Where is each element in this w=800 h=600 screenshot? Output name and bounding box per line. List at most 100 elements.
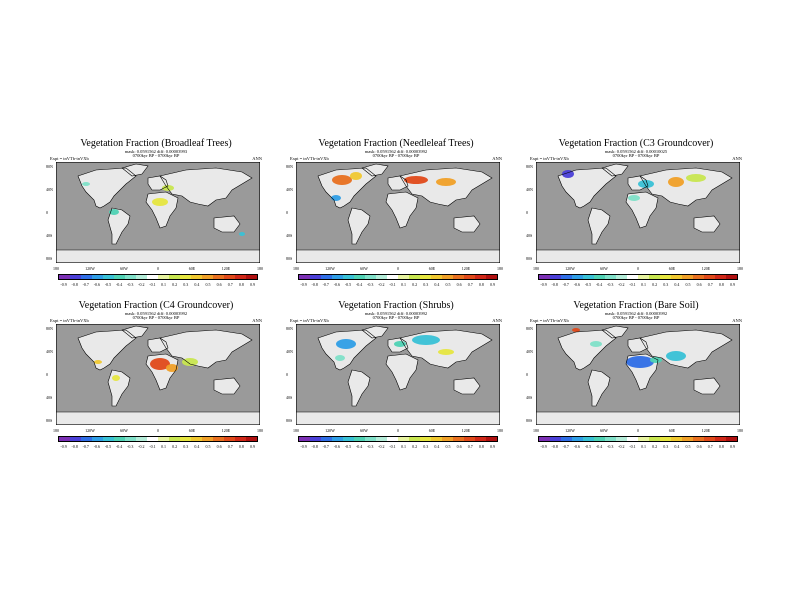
colorbar-swatch [649, 437, 660, 441]
colorbar [58, 274, 258, 280]
colorbar-label: -0.1 [629, 282, 636, 287]
colorbar-swatch [550, 275, 561, 279]
colorbar-label: 0.9 [489, 282, 495, 287]
lat-tick-label: 0 [526, 372, 528, 377]
colorbar-label: 0.9 [249, 444, 255, 449]
world-map [296, 162, 500, 263]
lat-tick-label: 80S [46, 256, 53, 261]
panel-period-text: 0700kyr BP - 0700kyr BP [132, 153, 180, 158]
colorbar-swatch [464, 437, 475, 441]
colorbar-swatch [180, 437, 191, 441]
colorbar-label: 0.1 [161, 444, 167, 449]
lon-tick-label: 120W [565, 266, 575, 271]
colorbar-swatch [420, 437, 431, 441]
colorbar-label: 0.8 [718, 444, 724, 449]
colorbar-swatch [125, 437, 136, 441]
anomaly-patch [666, 351, 686, 361]
colorbar-swatch [693, 437, 704, 441]
colorbar-label: 0.7 [467, 282, 473, 287]
colorbar-label: -0.3 [607, 444, 614, 449]
map-frame [296, 162, 500, 263]
map-frame [56, 162, 260, 263]
lon-tick-label: 120E [701, 428, 711, 433]
lon-tick-label: 180 [533, 428, 539, 433]
lon-tick-label: 180 [53, 428, 59, 433]
colorbar-label: -0.5 [104, 282, 112, 287]
anomaly-patch [590, 341, 602, 347]
colorbar-swatch [442, 437, 453, 441]
map-area: 80N 40N 0 40S 80S [526, 324, 740, 425]
anomaly-patch [412, 335, 440, 345]
lat-tick-label: 40N [46, 349, 53, 354]
colorbar-swatch [704, 275, 715, 279]
anomaly-patch [150, 358, 170, 370]
anomaly-patch [394, 341, 406, 347]
lon-tick-label: 60E [188, 428, 196, 433]
colorbar-swatch [431, 437, 442, 441]
colorbar [538, 274, 738, 280]
anomaly-patch [350, 172, 362, 180]
colorbar-label: -0.5 [344, 282, 352, 287]
colorbar-swatch [332, 437, 343, 441]
lat-tick-label: 40S [286, 395, 293, 400]
colorbar-swatch [70, 437, 81, 441]
colorbar-swatch [191, 437, 202, 441]
colorbar-label: 0.3 [423, 444, 429, 449]
lat-tick-label: 0 [526, 210, 528, 215]
lon-tick-label: 180 [257, 266, 263, 271]
lat-tick-label: 80S [526, 256, 533, 261]
colorbar-swatch [627, 275, 638, 279]
colorbar [298, 274, 498, 280]
colorbar-label: -0.9 [300, 282, 307, 287]
colorbar-label: -0.8 [71, 282, 78, 287]
colorbar-label: 0.8 [238, 282, 244, 287]
map-frame [536, 162, 740, 263]
colorbar-swatch [583, 275, 594, 279]
panel-expt-label: Expt = tnVTb-tnVXb [50, 318, 89, 323]
anomaly-patch [650, 357, 662, 363]
colorbar-swatch [475, 275, 486, 279]
colorbar [538, 436, 738, 442]
colorbar-swatch [550, 437, 561, 441]
colorbar-swatch [376, 275, 387, 279]
panel-period-text: 0700kyr BP - 0700kyr BP [612, 153, 660, 158]
anomaly-patch [332, 175, 352, 185]
colorbar-label: 0.8 [718, 282, 724, 287]
lon-tick-label: 180 [737, 428, 743, 433]
anomaly-patch [668, 177, 684, 187]
anomaly-patch [109, 209, 119, 215]
colorbar-label: 0.4 [434, 444, 440, 449]
colorbar-swatch [726, 275, 737, 279]
colorbar-label: -0.4 [115, 444, 123, 449]
panel-expt-label: Expt = tnVTb-tnVXb [290, 156, 329, 161]
colorbar-swatch [158, 275, 169, 279]
colorbar-swatch [321, 437, 332, 441]
panel-season-label: ANN [492, 318, 502, 323]
colorbar-swatch [387, 437, 398, 441]
colorbar-swatch [103, 437, 114, 441]
lon-tick-label: 60E [428, 266, 436, 271]
colorbar-swatch [561, 437, 572, 441]
map-frame [296, 324, 500, 425]
lat-tick-label: 80N [286, 326, 293, 331]
colorbar-label: -0.9 [60, 282, 67, 287]
lon-tick-label: 0 [157, 428, 159, 433]
colorbar-swatch [213, 275, 224, 279]
lon-tick-label: 180 [737, 266, 743, 271]
anomaly-patch [166, 364, 178, 372]
lon-tick-label: 120E [461, 266, 471, 271]
colorbar-label: -0.2 [378, 282, 385, 287]
colorbar-label: -0.4 [595, 444, 603, 449]
map-panel: Vegetation Fraction (Shrubs) mask: 0.0591… [286, 300, 503, 460]
colorbar-label: 0.7 [707, 444, 713, 449]
anomaly-patch [436, 178, 456, 186]
colorbar-swatch [572, 437, 583, 441]
panel-title: Vegetation Fraction (Needleleaf Trees) [318, 138, 474, 149]
colorbar-label: -0.7 [562, 282, 569, 287]
map-area: 80N 40N 0 40S 80S [286, 324, 500, 425]
colorbar-swatch [398, 437, 409, 441]
colorbar-swatch [147, 437, 158, 441]
lon-tick-label: 180 [497, 266, 503, 271]
colorbar-swatch [453, 437, 464, 441]
map-panel: Vegetation Fraction (C3 Groundcover) mask… [526, 138, 743, 298]
